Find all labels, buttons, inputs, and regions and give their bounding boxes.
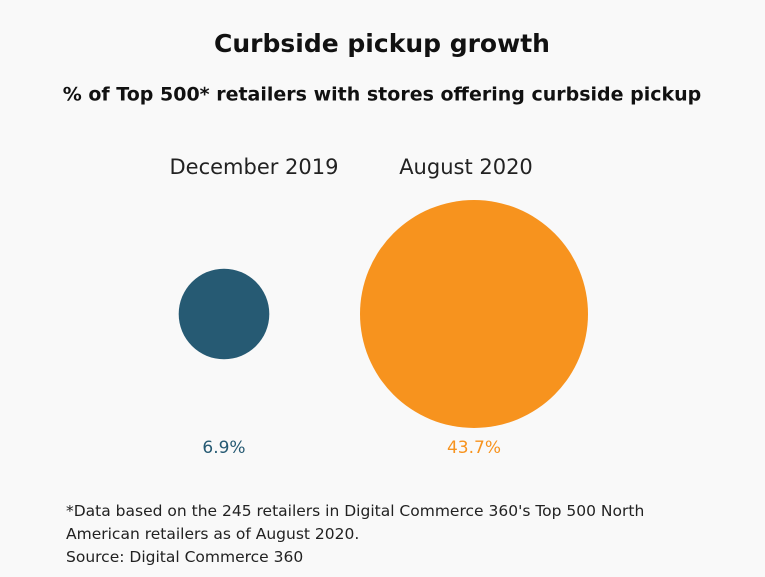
bubble <box>360 200 588 428</box>
note: *Data based on the 245 retailers in Digi… <box>66 502 645 543</box>
chart: Curbside pickup growth % of Top 500* ret… <box>63 29 702 458</box>
category-label: August 2020 <box>399 155 533 179</box>
category-label: December 2019 <box>169 155 338 179</box>
value-label: 43.7% <box>447 438 501 458</box>
value-label: 6.9% <box>202 438 245 458</box>
chart-subtitle: % of Top 500* retailers with stores offe… <box>63 84 702 106</box>
source: Source: Digital Commerce 360 <box>66 548 304 566</box>
chart-title: Curbside pickup growth <box>214 29 550 58</box>
footnote: *Data based on the 245 retailers in Digi… <box>66 500 706 569</box>
bubble <box>178 268 270 360</box>
